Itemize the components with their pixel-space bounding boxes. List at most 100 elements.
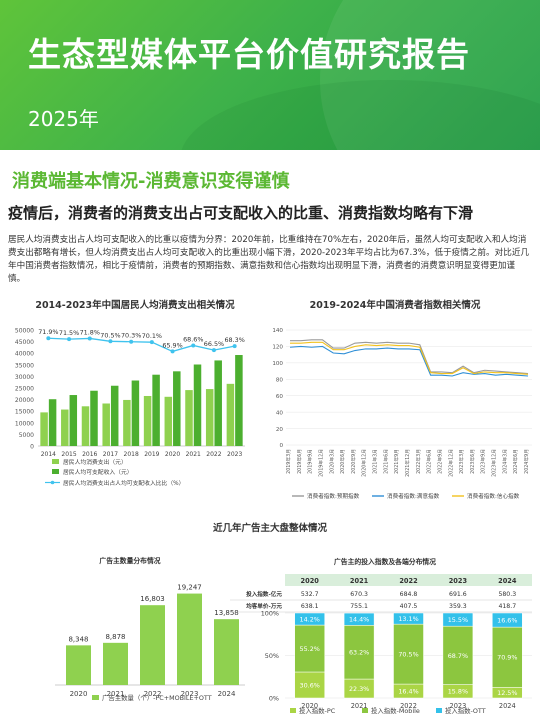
bar-consumption <box>143 395 152 446</box>
x-tick-label: 2023 <box>450 702 467 710</box>
x-tick-label: 2019年12月 <box>317 449 324 477</box>
table-row-label: 投入指数-亿元 <box>246 590 282 598</box>
consumer-index-chart: 2019-2024年中国消费者指数相关情况 0 20 40 60 80 100 120 140 2… <box>272 299 532 500</box>
index-line <box>290 341 529 375</box>
x-tick-label: 2023 <box>227 451 242 458</box>
ratio-point <box>149 340 154 345</box>
bar-income <box>48 399 57 446</box>
stacked-segment <box>294 624 325 673</box>
bar-consumption <box>123 399 131 446</box>
x-tick-label: 2016 <box>82 451 97 458</box>
table-cell: 684.8 <box>400 591 418 598</box>
ratio-label: 70.3% <box>121 332 141 340</box>
y-tick-label: 140 <box>272 328 283 334</box>
legend-label: 消费者指数:信心指数 <box>467 492 520 500</box>
ratio-label: 66.5% <box>204 340 224 348</box>
y-tick-label: 0 <box>30 444 34 451</box>
ratio-label: 70.5% <box>100 331 120 339</box>
ratio-point <box>67 337 72 342</box>
ratio-label: 71.9% <box>38 328 58 336</box>
table-cell: 532.7 <box>301 591 319 598</box>
bar-value-label: 19,247 <box>177 584 202 592</box>
segment-label: 15.5% <box>448 616 468 624</box>
bar-income <box>235 355 243 446</box>
segment-label: 30.6% <box>300 681 320 689</box>
x-tick-label: 2024年3月 <box>501 449 508 474</box>
legend-label: 投入指数-OTT <box>445 706 486 715</box>
x-tick-label: 2021年3月 <box>372 449 379 474</box>
bar-consumption <box>226 383 235 446</box>
x-tick-label: 2022 <box>400 702 417 710</box>
x-tick-label: 2024年9月 <box>523 449 530 474</box>
x-tick-label: 2023年12月 <box>491 449 498 477</box>
segment-label: 55.2% <box>300 645 320 653</box>
bar-consumption <box>102 403 110 446</box>
ratio-label: 71.8% <box>80 328 100 336</box>
x-tick-label: 2020年12月 <box>361 449 368 477</box>
bar-income <box>173 371 181 446</box>
x-tick-label: 2023年6月 <box>469 449 476 474</box>
legend-swatch <box>290 708 296 713</box>
x-tick-label: 2022年9月 <box>436 449 443 474</box>
y-tick-label: 20000 <box>15 397 34 404</box>
table-year: 2024 <box>498 577 517 585</box>
bar-income <box>90 390 98 446</box>
ratio-label: 71.5% <box>59 329 79 337</box>
x-tick-label: 2019年9月 <box>307 449 314 474</box>
x-tick-label: 2020年9月 <box>350 449 357 474</box>
bar-consumption <box>81 406 90 446</box>
bar-consumption <box>164 396 173 446</box>
table-year: 2022 <box>399 577 418 585</box>
table-cell: 691.6 <box>449 591 467 598</box>
chart-title: 2014-2023年中国居民人均消费支出相关情况 <box>35 299 235 311</box>
ad-investment-chart: 广告主的投入指数及各端分布情况 2020 2021 2022 2023 2024 投入指数-… <box>230 557 532 715</box>
stacked-segment <box>393 623 424 685</box>
x-tick-label: 2021年12月 <box>404 449 411 477</box>
ratio-label: 68.6% <box>183 335 203 343</box>
bar-consumption <box>185 390 193 446</box>
ratio-label: 68.3% <box>224 336 244 344</box>
segment-label: 12.5% <box>497 689 517 697</box>
advertiser-bar <box>103 642 128 685</box>
y-tick-label: 5000 <box>19 432 34 439</box>
advertiser-bar <box>214 619 239 685</box>
ratio-point <box>87 336 92 341</box>
report-title: 生态型媒体平台价值研究报告 <box>28 35 470 74</box>
advertiser-count-chart: 广告主数量分布情况 8,348 2020 8,878 2021 16,803 2022 19,… <box>55 556 245 702</box>
x-tick-label: 2015 <box>61 451 76 458</box>
stacked-segment <box>442 625 474 685</box>
bar-value-label: 16,803 <box>140 595 165 603</box>
x-tick-label: 2024年6月 <box>512 449 519 474</box>
segment-label: 63.2% <box>349 649 369 657</box>
table-cell: 359.3 <box>449 603 467 610</box>
y-tick-label: 35000 <box>15 362 34 369</box>
segment-label: 16.4% <box>398 687 418 695</box>
x-tick-label: 2017 <box>103 451 118 458</box>
ratio-point <box>108 339 113 344</box>
y-tick-label: 10000 <box>15 420 34 427</box>
table-cell: 755.1 <box>350 603 368 610</box>
index-line <box>289 345 529 377</box>
segment-label: 70.5% <box>398 650 418 658</box>
legend-label: 广告主数量（个）-PC+MOBILE+OTT <box>102 693 212 702</box>
legend-label: 消费者指数:满意指数 <box>387 492 440 500</box>
y-tick-label: 50000 <box>15 328 34 335</box>
ratio-line <box>48 337 235 353</box>
x-tick-label: 2020年3月 <box>328 449 335 474</box>
x-tick-label: 2022年12月 <box>447 449 454 477</box>
x-tick-label: 2021 <box>351 702 368 710</box>
x-tick-label: 2023 <box>181 690 199 698</box>
bar-consumption <box>40 412 48 446</box>
x-tick-label: 2020 <box>165 451 180 458</box>
x-tick-label: 2020 <box>301 702 318 710</box>
x-tick-label: 2019 <box>144 451 159 458</box>
x-tick-label: 2020年6月 <box>339 449 346 474</box>
legend-swatch <box>50 480 55 485</box>
stacked-segment <box>492 626 523 688</box>
ratio-point <box>211 348 216 353</box>
x-tick-label: 2021年6月 <box>382 449 389 474</box>
stacked-segment <box>343 612 375 626</box>
x-tick-label: 2022 <box>144 690 162 698</box>
y-tick-label: 60 <box>276 394 284 400</box>
y-tick-label: 0 <box>279 443 283 449</box>
